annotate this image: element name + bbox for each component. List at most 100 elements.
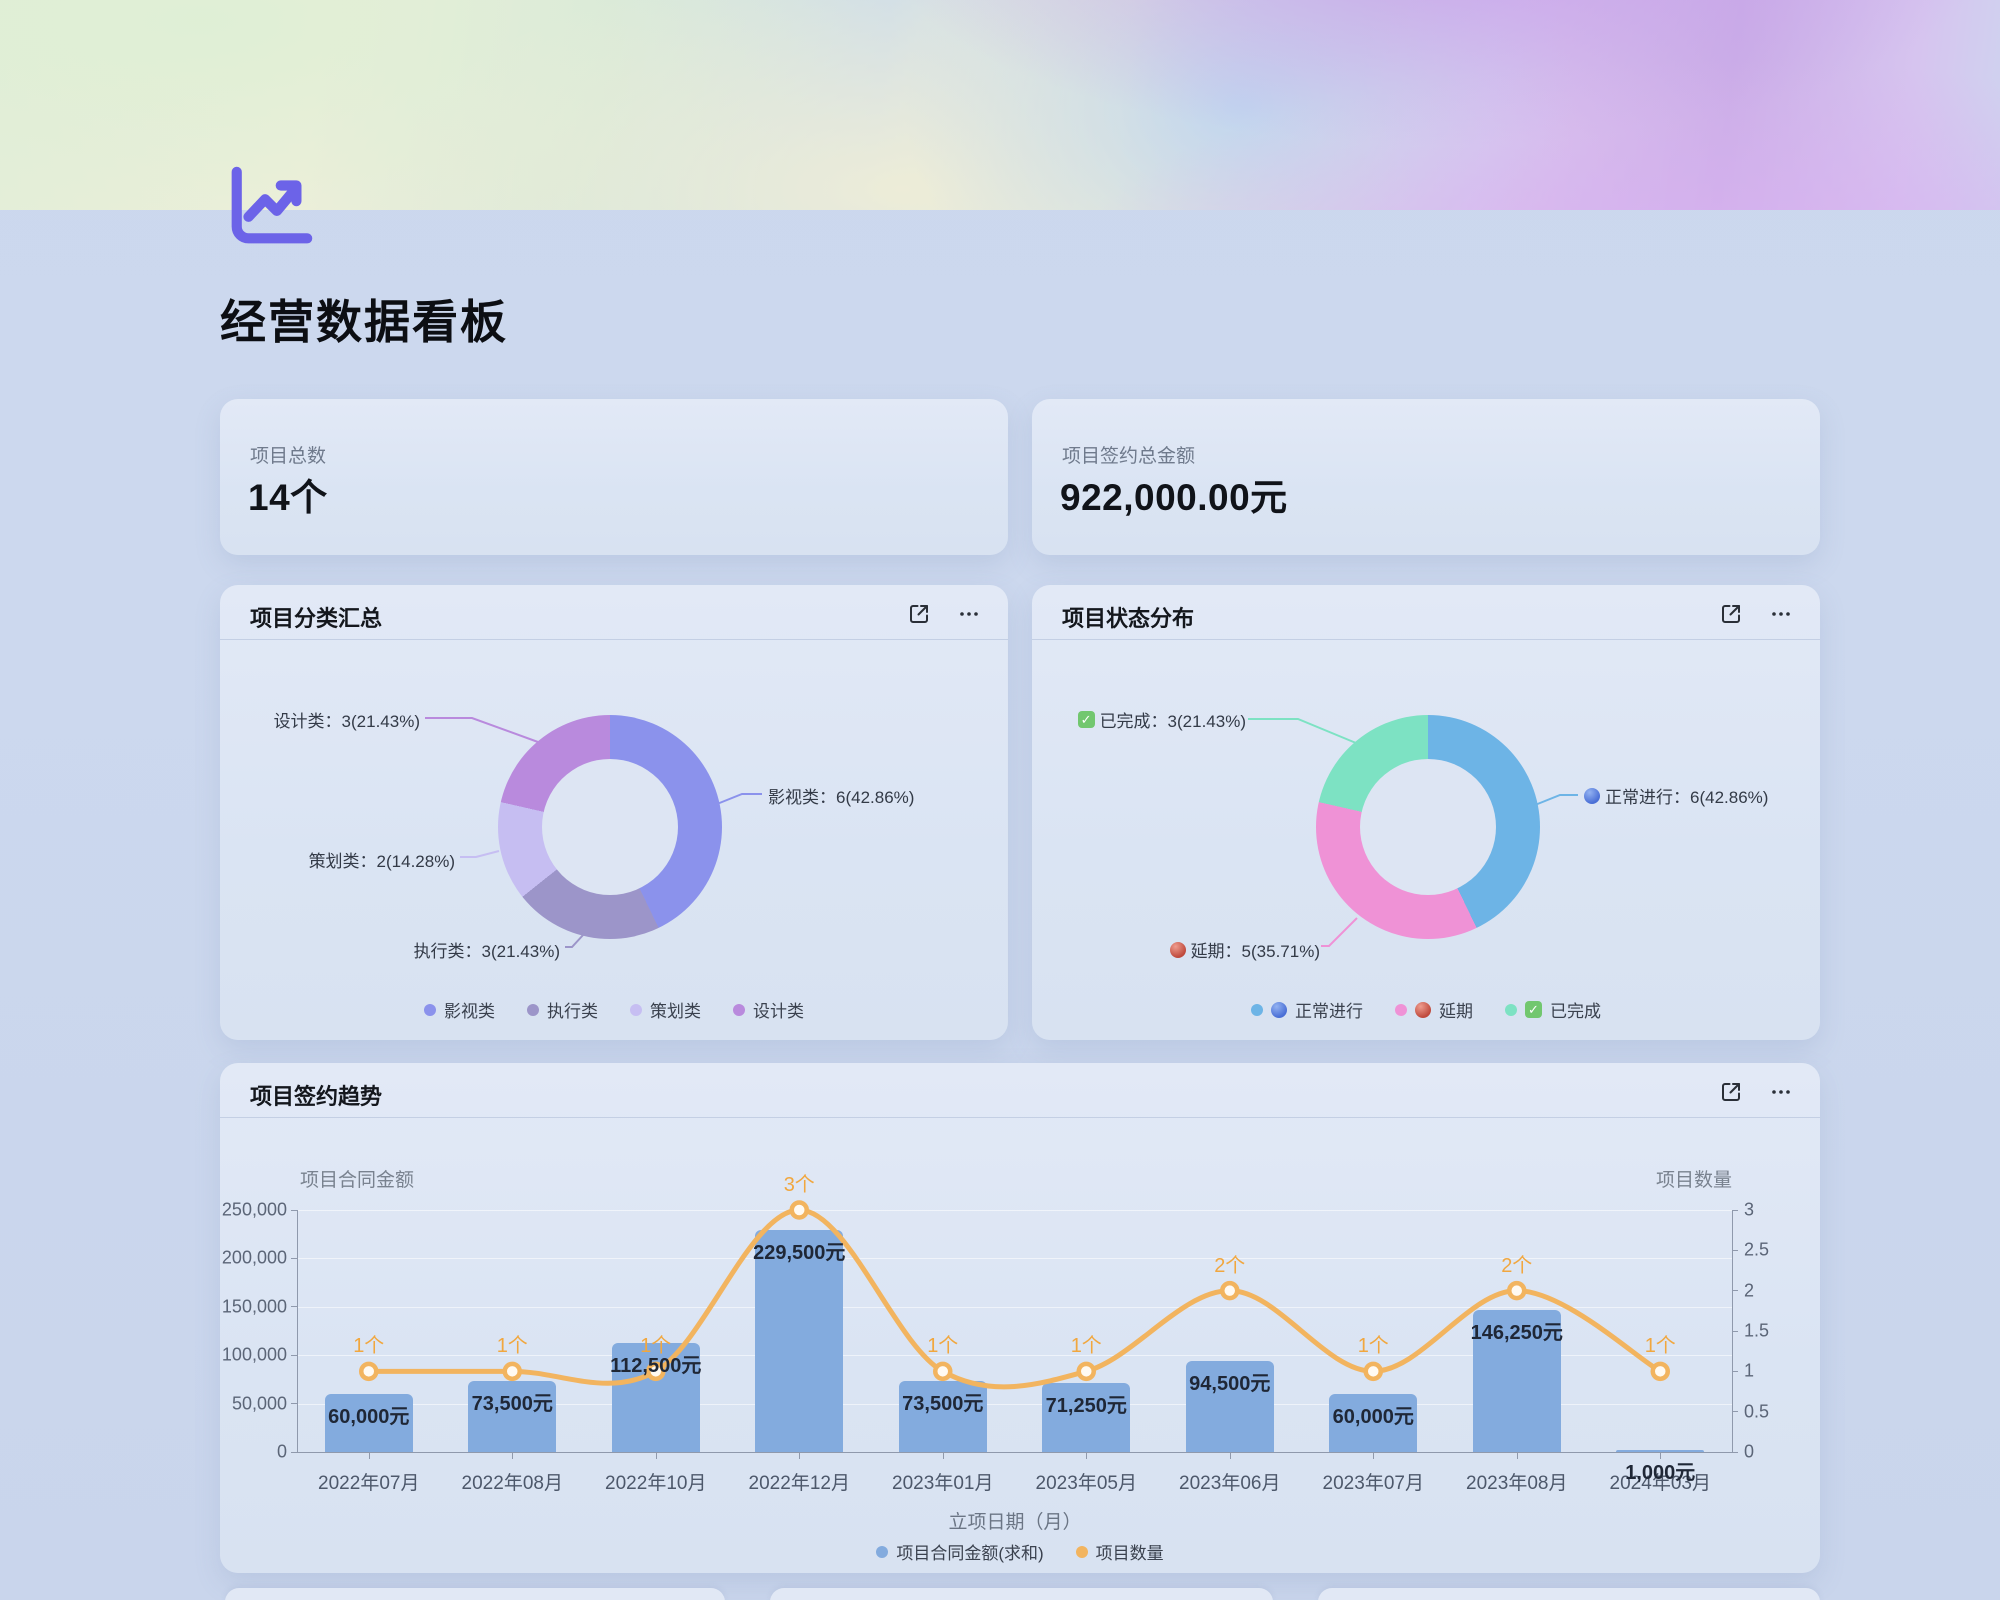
- y-axis-tick: [291, 1257, 297, 1259]
- bar-value-label: 229,500元: [753, 1241, 846, 1264]
- partial-card: [1318, 1588, 1820, 1600]
- donut-callout: 已完成：3(21.43%): [1077, 707, 1246, 732]
- amount-bar: [468, 1380, 557, 1452]
- x-axis-title: 立项日期（月）: [948, 1512, 1082, 1533]
- x-axis-line: [297, 1452, 1732, 1453]
- y-axis-tick-label: 0: [1744, 1441, 1755, 1462]
- check-badge-icon: [1525, 1001, 1542, 1018]
- expand-icon[interactable]: [1718, 601, 1744, 627]
- donut-callout: 正常进行：6(42.86%): [1584, 783, 1768, 808]
- bar-value-label: 71,250元: [1045, 1395, 1127, 1418]
- y-axis-tick-label: 2.5: [1744, 1239, 1770, 1260]
- y-axis-tick-label: 100,000: [221, 1344, 287, 1365]
- legend-item[interactable]: 策划类: [630, 997, 701, 1022]
- legend-label: 延期: [1439, 1002, 1473, 1021]
- count-label: 1个: [927, 1335, 959, 1358]
- y-axis-tick: [291, 1403, 297, 1405]
- legend-dot: [424, 1003, 436, 1016]
- grid-line: [297, 1403, 1732, 1405]
- legend-item[interactable]: 已完成: [1505, 997, 1601, 1022]
- x-axis-label: 2024年03月: [1609, 1473, 1711, 1494]
- legend-item[interactable]: 项目合同金额(求和): [876, 1539, 1044, 1564]
- legend-item[interactable]: 项目数量: [1075, 1539, 1164, 1564]
- partial-card: [770, 1588, 1273, 1600]
- expand-icon[interactable]: [906, 601, 932, 627]
- signing-trend-card: 项目签约趋势 项目合同金额 项目数量 250,000 200,000 150,000…: [220, 1063, 1820, 1573]
- line-marker: [1076, 1361, 1096, 1382]
- legend-item[interactable]: 执行类: [527, 997, 598, 1022]
- x-axis-label: 2022年07月: [318, 1473, 420, 1494]
- x-axis-label: 2023年07月: [1322, 1473, 1424, 1494]
- bar-value-label: 146,250元: [1470, 1322, 1563, 1345]
- legend-dot: [876, 1545, 889, 1558]
- more-icon[interactable]: [1768, 601, 1794, 627]
- more-icon[interactable]: [1768, 1079, 1794, 1105]
- callout-label: 影视类：6(42.86%): [768, 788, 915, 807]
- y-axis-tick: [291, 1306, 297, 1308]
- y-axis-tick: [1732, 1451, 1738, 1453]
- legend-label: 执行类: [547, 1002, 598, 1021]
- count-label: 1个: [496, 1335, 528, 1358]
- legend-label: 影视类: [444, 1002, 495, 1021]
- stat-label: 项目总数: [250, 446, 327, 467]
- stat-card-total-projects: 项目总数 14个: [220, 399, 1008, 555]
- y-axis-tick: [1732, 1411, 1738, 1413]
- x-axis-tick: [1660, 1453, 1662, 1459]
- donut-callout: 策划类：2(14.28%): [309, 847, 455, 872]
- x-axis-tick: [1086, 1453, 1088, 1459]
- callout-label: 已完成：3(21.43%): [1099, 712, 1246, 731]
- y-axis-tick-label: 0: [276, 1441, 287, 1462]
- x-axis-label: 2022年08月: [461, 1473, 563, 1494]
- legend-label: 正常进行: [1295, 1002, 1363, 1021]
- legend-dot: [1075, 1545, 1088, 1558]
- x-axis-label: 2023年01月: [892, 1473, 994, 1494]
- legend-dot: [630, 1003, 642, 1016]
- red-sphere-icon: [1169, 941, 1186, 958]
- blue-sphere-icon: [1584, 787, 1600, 804]
- stat-label: 项目签约总金额: [1062, 446, 1196, 467]
- y-axis-tick-label: 50,000: [231, 1393, 287, 1414]
- legend-item[interactable]: 延期: [1395, 997, 1473, 1022]
- bar-value-label: 60,000元: [1332, 1405, 1414, 1428]
- x-axis-label: 2022年10月: [605, 1473, 707, 1494]
- divider: [220, 1117, 1820, 1118]
- x-axis-label: 2022年12月: [748, 1473, 850, 1494]
- callout-label: 正常进行：6(42.86%): [1605, 788, 1769, 807]
- amount-bar: [898, 1380, 987, 1452]
- card-title: 项目签约趋势: [250, 1084, 383, 1109]
- legend-item[interactable]: 设计类: [733, 997, 804, 1022]
- legend-dot: [733, 1003, 745, 1016]
- status-legend: 正常进行 延期 已完成: [1032, 997, 1820, 1022]
- count-label: 1个: [1357, 1335, 1389, 1358]
- x-axis-label: 2023年06月: [1179, 1473, 1281, 1494]
- donut-hole: [1360, 759, 1496, 895]
- count-label: 3个: [783, 1174, 815, 1196]
- left-axis-title: 项目合同金额: [300, 1170, 415, 1191]
- x-axis-tick: [368, 1453, 370, 1459]
- more-icon[interactable]: [956, 601, 982, 627]
- count-label: 1个: [640, 1335, 672, 1358]
- card-title: 项目状态分布: [1062, 606, 1195, 631]
- category-legend: 影视类 执行类 策划类 设计类: [220, 997, 1008, 1022]
- donut-callout: 影视类：6(42.86%): [768, 783, 914, 808]
- donut-callout: 执行类：3(21.43%): [414, 937, 560, 962]
- chart-line-icon: [231, 166, 313, 244]
- y-axis-tick: [291, 1451, 297, 1453]
- line-marker: [359, 1361, 379, 1382]
- x-axis-tick: [1373, 1453, 1375, 1459]
- count-label: 2个: [1501, 1254, 1533, 1277]
- legend-label: 项目合同金额(求和): [896, 1544, 1044, 1563]
- expand-icon[interactable]: [1718, 1079, 1744, 1105]
- y-axis-tick: [1732, 1249, 1738, 1251]
- y-axis-tick-label: 200,000: [221, 1247, 287, 1268]
- y-axis-tick-label: 150,000: [221, 1296, 287, 1317]
- check-badge-icon: [1077, 711, 1095, 728]
- legend-item[interactable]: 正常进行: [1251, 997, 1363, 1022]
- stat-value: 14个: [248, 477, 328, 518]
- legend-item[interactable]: 影视类: [424, 997, 495, 1022]
- bar-value-label: 1,000元: [1625, 1462, 1696, 1484]
- y-axis-tick-label: 3: [1744, 1199, 1755, 1220]
- legend-label: 设计类: [753, 1002, 804, 1021]
- x-axis-tick: [1516, 1453, 1518, 1459]
- amount-bar: [1329, 1393, 1418, 1452]
